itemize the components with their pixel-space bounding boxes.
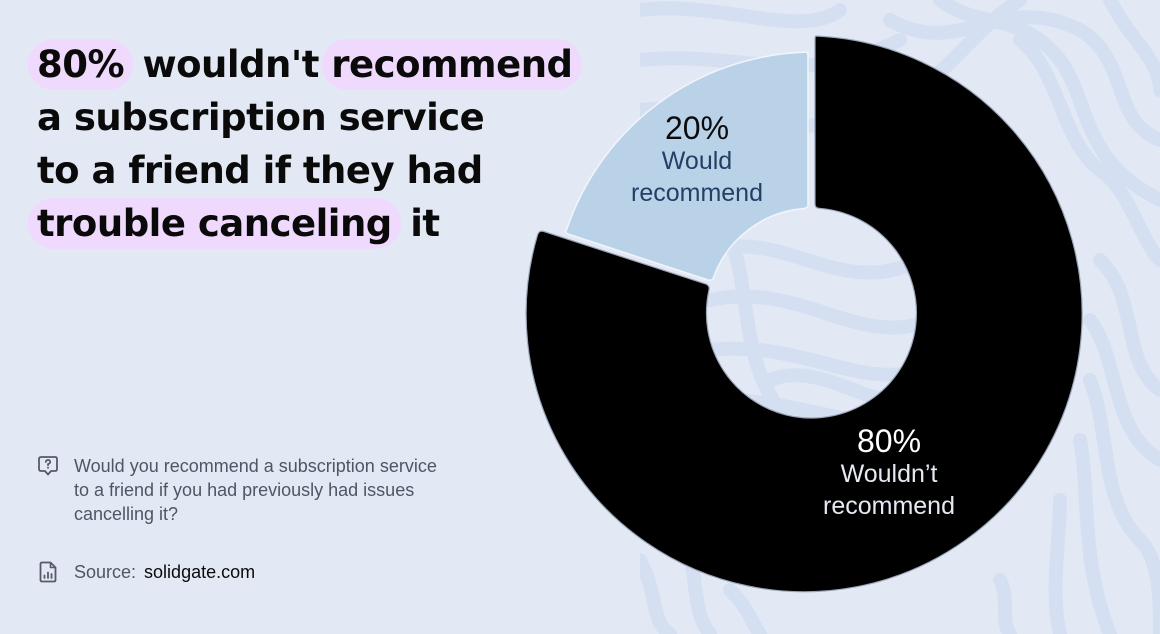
headline-text: a subscription service: [37, 96, 485, 139]
highlight-recommend: recommend: [322, 39, 582, 90]
headline-text: it: [397, 202, 440, 245]
headline-line-3: to a friend if they had: [37, 144, 637, 197]
question-bubble-icon: [38, 456, 58, 476]
text-recommend: recommend: [631, 179, 763, 207]
headline-line-1: 80% wouldn't recommend: [28, 38, 637, 91]
highlight-trouble-canceling: trouble canceling: [28, 198, 401, 249]
source-line: Source: solidgate.com: [36, 560, 255, 584]
source-link[interactable]: solidgate.com: [144, 561, 256, 582]
text-recommend-2: recommend: [823, 492, 955, 520]
headline-line-4: trouble canceling it: [28, 197, 637, 250]
highlight-80-percent: 80%: [28, 39, 134, 90]
background-swirl-pattern: [640, 0, 1160, 634]
percent-would-recommend: 20%: [664, 110, 730, 146]
survey-question: Would you recommend a subscription servi…: [36, 454, 456, 526]
text-wouldnt-recommend: Wouldn’t recommend: [789, 458, 989, 522]
headline-text: wouldn't: [130, 43, 332, 86]
label-would-recommend: 20% Would recommend: [597, 111, 797, 209]
label-wouldnt-recommend: 80% Wouldn’t recommend: [789, 424, 989, 522]
text-would: Would: [661, 147, 733, 175]
text-wouldnt: Wouldn’t: [840, 460, 938, 488]
headline: 80% wouldn't recommend a subscription se…: [28, 38, 637, 250]
source-label: Source:: [74, 561, 137, 582]
headline-line-2: a subscription service: [37, 91, 637, 144]
text-would-recommend: Would recommend: [597, 145, 797, 209]
question-text: Would you recommend a subscription servi…: [74, 456, 437, 524]
percent-wouldnt-recommend: 80%: [856, 423, 922, 459]
headline-text: to a friend if they had: [37, 149, 483, 192]
document-chart-icon: [39, 561, 57, 583]
